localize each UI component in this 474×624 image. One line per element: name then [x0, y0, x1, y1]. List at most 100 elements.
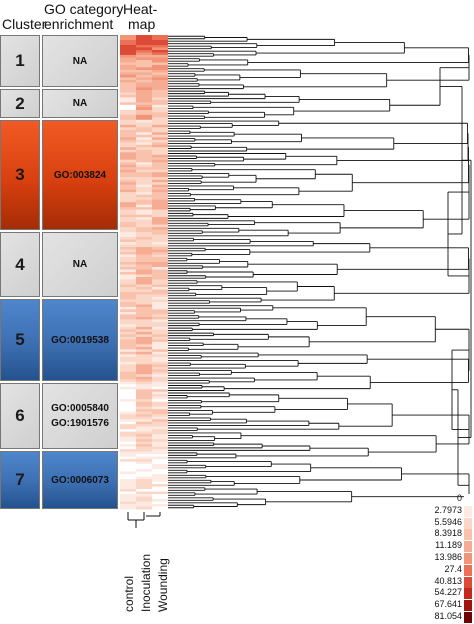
heatmap-cell — [136, 324, 152, 328]
heatmap-cell — [120, 436, 136, 440]
heatmap-cell — [152, 344, 168, 348]
heatmap-cell — [136, 424, 152, 428]
heatmap-cell — [120, 454, 136, 458]
heatmap-cell — [120, 142, 136, 146]
heatmap-cell — [120, 321, 136, 325]
heatmap-cell — [136, 74, 152, 78]
heatmap-cell — [136, 174, 152, 178]
heatmap-cell — [152, 474, 168, 477]
heatmap-cell — [120, 114, 136, 118]
heatmap-cell — [120, 159, 136, 163]
heatmap-cell — [152, 157, 168, 161]
heatmap-cell — [136, 172, 152, 176]
heatmap-cell — [152, 167, 168, 171]
heatmap-cell — [152, 239, 168, 243]
heatmap-cell — [152, 164, 168, 168]
heatmap-cell — [120, 479, 136, 482]
heatmap-cell — [120, 386, 136, 390]
heatmap-cell — [136, 489, 152, 492]
heatmap-cell — [120, 82, 136, 86]
heatmap-cell — [120, 237, 136, 240]
heatmap-cell — [120, 446, 136, 450]
heatmap-cell — [120, 366, 136, 370]
heatmap-cell — [136, 42, 152, 46]
heatmap-cell — [152, 454, 168, 458]
heatmap-cell — [152, 109, 168, 113]
heatmap-cell — [136, 341, 152, 345]
legend-value: 0 — [456, 493, 462, 503]
heatmap-cell — [152, 59, 168, 63]
legend-swatch — [464, 541, 472, 553]
heatmap-cell — [152, 279, 168, 283]
heatmap-cell — [152, 446, 168, 450]
heatmap-cell — [120, 474, 136, 477]
heatmap-cell — [152, 484, 168, 487]
heatmap-cell — [152, 419, 168, 423]
heatmap-cell — [136, 214, 152, 218]
heatmap-cell — [120, 331, 136, 335]
heatmap-cell — [136, 244, 152, 248]
heatmap-cell — [120, 444, 136, 448]
heatmap-cell — [152, 179, 168, 183]
heatmap-cell — [152, 406, 168, 410]
heatmap-cell — [120, 122, 136, 126]
heatmap-cell — [120, 394, 136, 398]
heatmap-cell — [152, 319, 168, 323]
heatmap-cell — [120, 189, 136, 193]
condition-label-control: control — [122, 575, 136, 612]
heatmap-cell — [136, 249, 152, 253]
heatmap-cell — [136, 69, 152, 73]
heatmap-cell — [152, 247, 168, 250]
heatmap-cell — [120, 179, 136, 183]
heatmap-cell — [152, 306, 168, 310]
heatmap-cell — [152, 329, 168, 333]
heatmap-cell — [136, 147, 152, 151]
heatmap-cell — [152, 281, 168, 285]
heatmap-cell — [136, 506, 152, 510]
heatmap-cell — [136, 47, 152, 51]
heatmap-cell — [136, 274, 152, 278]
heatmap-cell — [120, 267, 136, 270]
heatmap-cell — [120, 129, 136, 133]
heatmap-cell — [136, 406, 152, 410]
cluster-5-go-term: GO:0019538 — [51, 334, 109, 346]
heatmap-cell — [152, 97, 168, 101]
heatmap-cell — [120, 52, 136, 56]
heatmap-cell — [152, 119, 168, 123]
condition-label-wounding: Wounding — [156, 558, 170, 612]
legend-swatch — [464, 600, 472, 612]
heatmap-cell — [152, 294, 168, 298]
heatmap-cell — [152, 479, 168, 482]
heatmap-cell — [136, 179, 152, 183]
heatmap-cell — [136, 259, 152, 263]
heatmap-cell — [152, 394, 168, 398]
heatmap-cell — [152, 142, 168, 146]
cluster-1-go: NA — [42, 35, 118, 87]
heatmap-cell — [152, 159, 168, 163]
heatmap-cell — [120, 291, 136, 295]
heatmap-cell — [152, 264, 168, 268]
heatmap-cell — [152, 331, 168, 335]
heatmap-cell — [136, 394, 152, 398]
heatmap-cell — [152, 321, 168, 325]
heatmap-cell — [136, 446, 152, 450]
heatmap-cell — [136, 267, 152, 270]
condition-label-inoculation: Inoculation — [139, 553, 153, 612]
legend-swatch — [464, 505, 472, 517]
heatmap-cell — [120, 89, 136, 93]
heatmap-cell — [136, 409, 152, 413]
heatmap-cell — [120, 424, 136, 428]
cluster-5-number: 5 — [0, 299, 40, 381]
heatmap-cell — [152, 234, 168, 238]
heatmap-cell — [136, 369, 152, 373]
heatmap-cell — [136, 336, 152, 340]
heatmap-cell — [152, 389, 168, 393]
heatmap-cell — [120, 379, 136, 383]
heatmap-cell — [120, 356, 136, 360]
heatmap-cell — [152, 72, 168, 76]
heatmap-cell — [152, 476, 168, 480]
heatmap-cell — [152, 416, 168, 420]
heatmap-cell — [120, 426, 136, 430]
heatmap-cell — [120, 102, 136, 106]
heatmap-cell — [152, 276, 168, 280]
